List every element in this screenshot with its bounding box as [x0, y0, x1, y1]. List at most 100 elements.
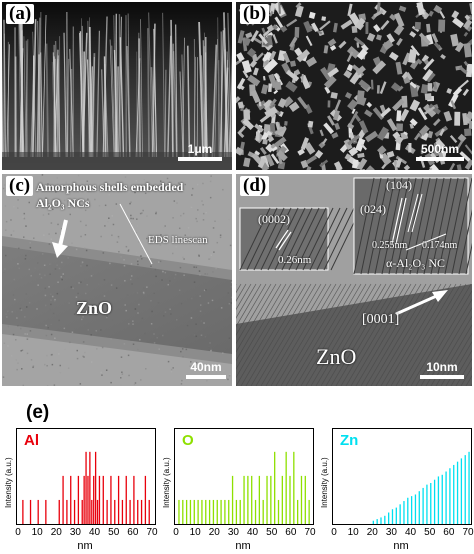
eds-bar [266, 475, 268, 524]
eds-x-tick-label: 40 [247, 527, 259, 538]
eds-bar [247, 475, 249, 524]
panel-d-scale-text: 10nm [426, 360, 458, 374]
eds-bar [98, 475, 101, 524]
eds-bar [464, 455, 466, 524]
eds-bar [110, 475, 112, 524]
nanowire-array-image [2, 2, 232, 170]
eds-y-axis-label: Intensity (a.u.) [320, 457, 329, 508]
eds-bar [45, 499, 47, 524]
panel-d-zno-label: ZnO [316, 344, 357, 369]
eds-bar [205, 499, 207, 524]
nanowire-top-image [236, 2, 472, 170]
eds-x-tick-label: 0 [173, 527, 179, 538]
eds-bars [178, 451, 310, 524]
panel-a-scale-line [178, 157, 222, 161]
eds-bar [201, 499, 203, 524]
eds-bar [441, 474, 443, 524]
eds-bar [293, 451, 295, 524]
eds-x-tick-label: 70 [462, 527, 474, 538]
eds-bar [410, 496, 413, 524]
eds-bars [372, 451, 470, 524]
eds-linescan-label: EDS linescan [148, 234, 208, 246]
eds-x-axis-label: nm [77, 540, 93, 552]
panel-a-sem-side-view: (a) 1μm [2, 2, 232, 170]
eds-bar [391, 509, 394, 524]
panel-c-scale-text: 40nm [190, 360, 222, 374]
eds-bar [308, 499, 310, 524]
eds-bar [426, 484, 428, 524]
eds-bar [258, 475, 261, 524]
eds-bar [125, 475, 127, 524]
eds-bar [208, 499, 211, 524]
eds-bar [281, 475, 283, 524]
eds-bar [445, 471, 447, 524]
eds-bar [449, 468, 451, 524]
eds-bar [81, 499, 83, 524]
eds-bar [85, 451, 87, 524]
eds-bar [372, 520, 374, 524]
eds-bar [73, 499, 76, 524]
panel-c-zno-label: ZnO [76, 298, 113, 318]
panel-c-scale-bar: 40nm [186, 360, 226, 379]
eds-bar [380, 517, 382, 524]
eds-bar [262, 499, 264, 524]
eds-bar [285, 451, 287, 524]
inset2-plane2-label: (024) [360, 202, 386, 216]
tem-nanowire-image [2, 174, 232, 386]
eds-bar [384, 515, 386, 524]
eds-bar [243, 475, 245, 524]
eds-x-tick-label: 0 [331, 527, 337, 538]
eds-bar [133, 475, 135, 524]
eds-bar [231, 475, 234, 524]
eds-y-axis-label: Intensity (a.u.) [162, 457, 171, 508]
eds-bar [129, 499, 131, 524]
eds-bar [468, 451, 470, 524]
panel-d-hrtem: (d) (0002) 0.26nm (104) (024) 0.255nm 0.… [236, 174, 472, 386]
eds-bar [70, 475, 72, 524]
eds-bar [388, 512, 390, 524]
eds-bar [407, 497, 409, 524]
eds-bar [274, 451, 276, 524]
eds-x-tick-label: 20 [50, 527, 62, 538]
eds-bar [121, 499, 124, 524]
eds-bar [37, 499, 39, 524]
eds-bar [89, 451, 91, 524]
eds-x-axis-label: nm [235, 540, 251, 552]
shell-annotation-line2: Al₂O₃ NCs [36, 196, 90, 210]
eds-x-tick-label: 60 [127, 527, 139, 538]
eds-bar [58, 499, 60, 524]
eds-bar [235, 499, 238, 524]
eds-bar [106, 499, 108, 524]
eds-chart-al: Al Intensity (a.u.) [4, 428, 156, 525]
panel-b-label: (b) [240, 4, 270, 24]
eds-x-tick-label: 30 [69, 527, 81, 538]
eds-bar [96, 499, 99, 524]
eds-bar [376, 519, 378, 524]
eds-bar [189, 499, 192, 524]
eds-bar [212, 499, 215, 524]
eds-bar [102, 475, 104, 524]
eds-bar [220, 499, 222, 524]
panel-c-scale-line [186, 375, 226, 379]
eds-x-tick-label: 30 [227, 527, 239, 538]
panel-a-scale-text: 1μm [187, 142, 213, 156]
eds-bar [77, 475, 80, 524]
eds-bar [29, 499, 32, 524]
eds-bar [418, 491, 420, 524]
eds-bar [254, 499, 257, 524]
eds-bar [239, 499, 241, 524]
eds-x-tick-label: 30 [385, 527, 397, 538]
eds-bar [224, 499, 226, 524]
eds-chart-zn: Zn Intensity (a.u.) [320, 428, 472, 525]
eds-bar [289, 475, 291, 524]
eds-x-tick-label: 0 [15, 527, 21, 538]
eds-plot-area [332, 428, 472, 525]
eds-x-tick-label: 10 [189, 527, 201, 538]
eds-bar [422, 487, 424, 524]
inset1-spacing-label: 0.26nm [278, 254, 312, 266]
eds-bar [456, 461, 459, 524]
eds-bar [91, 499, 93, 524]
eds-x-tick-label: 20 [208, 527, 220, 538]
eds-bar [93, 475, 95, 524]
panel-c-tem: (c) Amorphous shells embedded Al₂O₃ NCs … [2, 174, 232, 386]
